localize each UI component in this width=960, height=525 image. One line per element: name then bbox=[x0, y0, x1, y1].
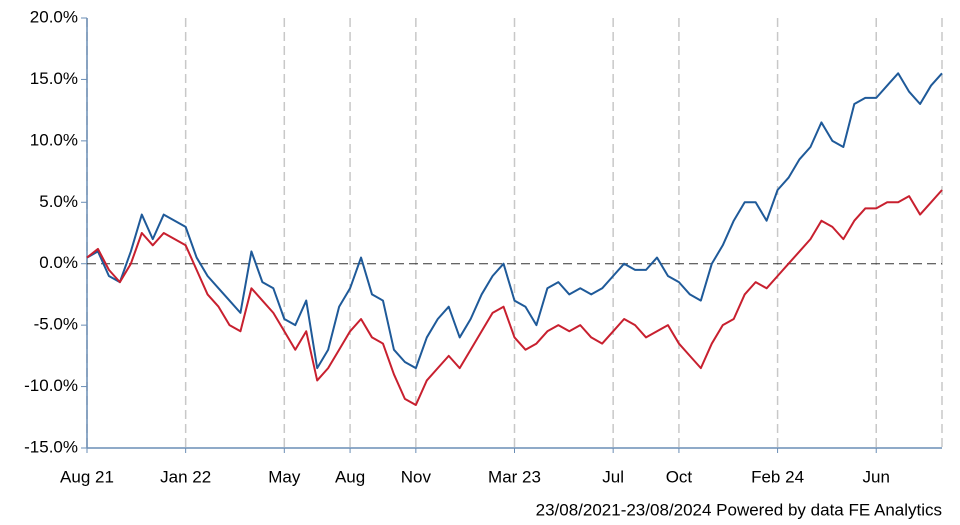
x-tick-label: Aug bbox=[335, 467, 365, 486]
x-tick-label: May bbox=[268, 467, 301, 486]
y-tick-label: 15.0% bbox=[30, 69, 78, 88]
x-tick-label: Oct bbox=[666, 467, 693, 486]
series-line bbox=[86, 72, 943, 370]
source-note: 23/08/2021-23/08/2024 Powered by data FE… bbox=[536, 500, 942, 519]
y-tick-label: 20.0% bbox=[30, 7, 78, 26]
x-tick-label: Jul bbox=[602, 467, 624, 486]
y-tick-label: -15.0% bbox=[24, 437, 78, 456]
x-tick-label: Jan 22 bbox=[160, 467, 211, 486]
y-tick-label: 0.0% bbox=[39, 253, 78, 272]
y-tick-label: -5.0% bbox=[34, 315, 78, 334]
x-tick-label: Jun bbox=[863, 467, 890, 486]
y-tick-label: -10.0% bbox=[24, 376, 78, 395]
y-tick-label: 5.0% bbox=[39, 192, 78, 211]
x-tick-label: Feb 24 bbox=[751, 467, 804, 486]
y-tick-label: 10.0% bbox=[30, 130, 78, 149]
x-tick-label: Mar 23 bbox=[488, 467, 541, 486]
series-line bbox=[86, 189, 943, 406]
x-tick-label: Aug 21 bbox=[60, 467, 114, 486]
x-tick-label: Nov bbox=[401, 467, 432, 486]
